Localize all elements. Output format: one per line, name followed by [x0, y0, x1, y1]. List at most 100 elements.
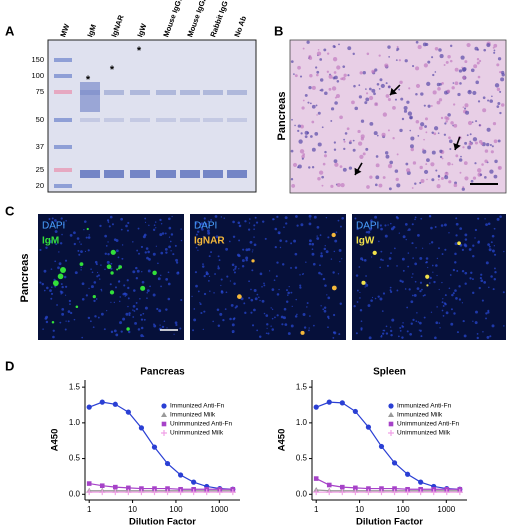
nucleus — [483, 281, 487, 284]
nucleus — [210, 251, 212, 254]
nucleus — [267, 332, 270, 335]
cell — [411, 187, 414, 189]
nucleus — [107, 241, 109, 243]
cell — [415, 66, 420, 71]
cell — [472, 176, 477, 180]
nucleus — [60, 217, 63, 220]
nucleus — [335, 231, 338, 234]
nucleus — [441, 253, 444, 255]
cell — [441, 82, 444, 85]
cell — [297, 164, 302, 169]
nucleus — [39, 281, 42, 284]
nucleus — [115, 333, 119, 337]
cell — [459, 171, 462, 174]
nucleus — [491, 324, 495, 328]
cell — [471, 121, 474, 123]
cell — [399, 128, 403, 133]
cell — [478, 124, 481, 127]
nucleus — [370, 227, 373, 230]
nucleus — [363, 259, 367, 262]
legend-label: Immunized Milk — [170, 412, 216, 419]
nucleus — [433, 280, 436, 284]
cell — [448, 180, 452, 184]
mw-label: 50 — [36, 115, 44, 124]
band — [180, 90, 200, 95]
nucleus — [456, 270, 459, 272]
nucleus — [472, 291, 475, 295]
cell — [433, 126, 439, 131]
nucleus — [80, 266, 82, 269]
nucleus — [132, 316, 135, 318]
nucleus — [271, 328, 275, 331]
nucleus — [217, 266, 220, 270]
nucleus — [180, 299, 183, 302]
cell — [375, 155, 379, 158]
nucleus — [192, 329, 195, 332]
nucleus — [103, 328, 106, 331]
cell — [290, 149, 294, 153]
nucleus — [442, 298, 444, 300]
data-point — [125, 489, 132, 496]
nucleus — [425, 260, 428, 264]
nucleus — [51, 217, 54, 220]
cell — [373, 92, 376, 96]
nucleus — [175, 258, 178, 262]
nucleus — [359, 297, 361, 299]
cell — [444, 122, 447, 125]
cell — [422, 148, 425, 151]
panel-label: D — [5, 358, 14, 373]
nucleus — [365, 231, 368, 234]
nucleus — [444, 248, 447, 251]
cell — [483, 48, 487, 52]
cell — [430, 162, 435, 167]
cell — [369, 95, 374, 101]
cell — [410, 136, 415, 141]
cell — [445, 120, 448, 123]
mw-label: 100 — [31, 71, 44, 80]
data-point — [339, 489, 346, 496]
nucleus — [410, 300, 414, 304]
nucleus — [475, 310, 478, 314]
nucleus — [341, 258, 343, 260]
lane-label: IgNAR — [109, 13, 125, 38]
nucleus — [414, 262, 418, 266]
cell — [373, 131, 378, 136]
nucleus — [333, 250, 336, 253]
cell — [319, 58, 323, 61]
cell — [496, 63, 500, 67]
nucleus — [168, 236, 171, 238]
nucleus — [148, 224, 150, 227]
cell — [431, 150, 436, 155]
cell — [369, 121, 374, 126]
nucleus — [318, 271, 321, 275]
nucleus — [92, 326, 95, 329]
cell — [409, 144, 414, 149]
nucleus — [316, 225, 320, 229]
nucleus — [320, 273, 323, 276]
nucleus — [49, 240, 53, 243]
band — [130, 170, 150, 178]
positive-cell — [372, 250, 377, 255]
nucleus — [45, 315, 49, 319]
cell — [437, 132, 440, 134]
nucleus — [117, 256, 120, 259]
nucleus — [61, 285, 64, 289]
cell — [474, 162, 477, 165]
nucleus — [389, 286, 392, 289]
nucleus — [167, 282, 171, 286]
cell — [299, 149, 305, 154]
nucleus — [488, 245, 491, 248]
nucleus — [266, 323, 269, 326]
cell — [396, 153, 399, 156]
nucleus — [419, 290, 422, 293]
cell — [379, 78, 383, 82]
nucleus — [394, 247, 396, 250]
cell — [298, 139, 303, 144]
nucleus — [237, 254, 241, 258]
cell — [358, 141, 363, 146]
nucleus — [110, 330, 114, 334]
nucleus — [85, 294, 88, 297]
antibody-label: IgM — [42, 236, 59, 247]
data-point — [443, 489, 450, 496]
nucleus — [416, 287, 420, 290]
